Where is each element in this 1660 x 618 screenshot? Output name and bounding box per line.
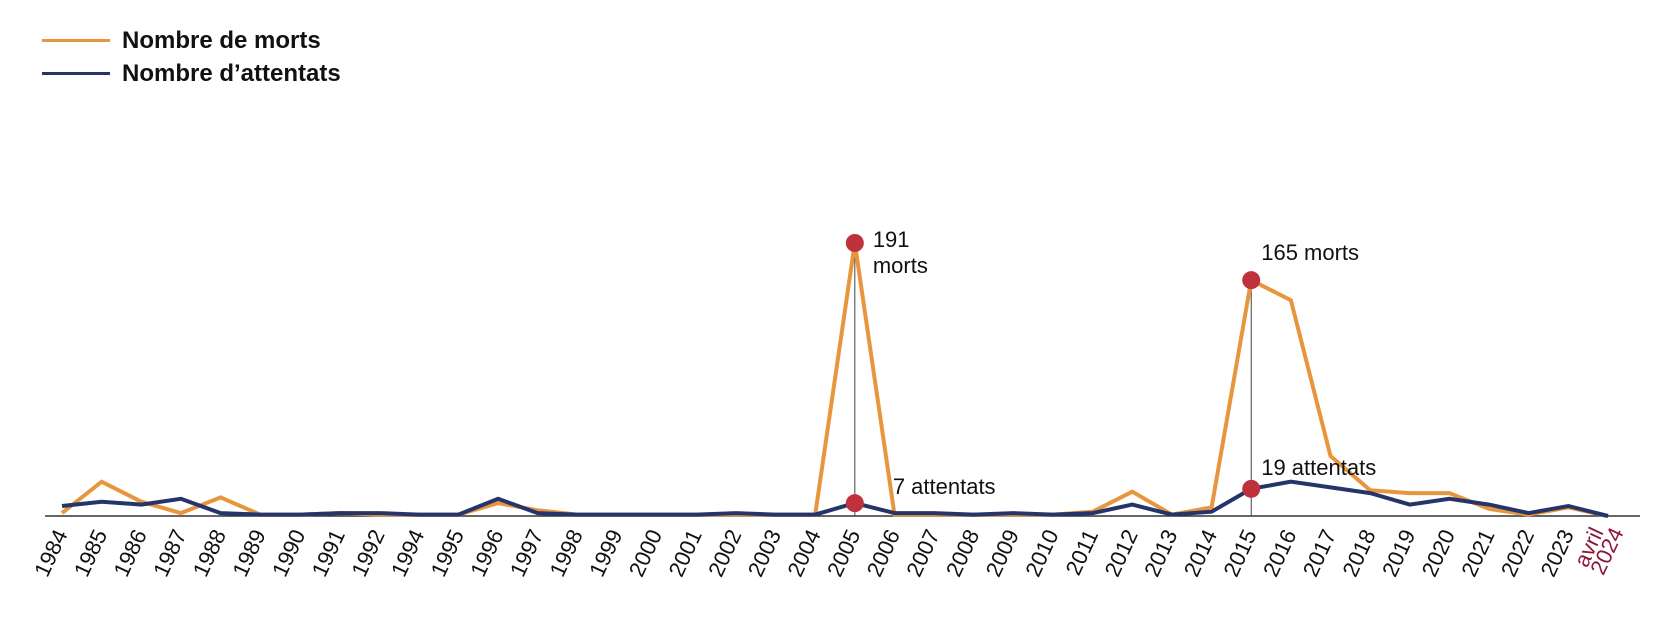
x-tick-label-1996: 1996 xyxy=(465,526,508,581)
marker-attacks-2015 xyxy=(1242,479,1261,498)
x-tick-label-2011: 2011 xyxy=(1061,526,1104,579)
x-tick-label-1998: 1998 xyxy=(545,526,588,581)
x-tick-label-1985: 1985 xyxy=(69,526,112,581)
annotation-19-attentats-line: 19 attentats xyxy=(1261,455,1376,480)
x-tick-label-2007: 2007 xyxy=(901,526,944,581)
annotation-19-attentats: 19 attentats xyxy=(1261,455,1376,480)
x-tick-label-1988: 1988 xyxy=(188,526,231,581)
x-tick-label-1989: 1989 xyxy=(227,526,270,581)
x-tick-label-1991: 1991 xyxy=(307,526,350,581)
x-tick-label-2019: 2019 xyxy=(1377,526,1420,581)
x-tick-label-1995: 1995 xyxy=(426,526,469,581)
x-tick-label-2000: 2000 xyxy=(624,526,667,581)
x-tick-label-2004: 2004 xyxy=(782,526,825,581)
x-tick-label-2020: 2020 xyxy=(1417,526,1460,581)
x-tick-label-2021: 2021 xyxy=(1456,526,1499,581)
x-tick-label-1997: 1997 xyxy=(505,526,548,581)
x-tick-label-2005: 2005 xyxy=(822,526,865,581)
annotation-191-morts-line: 191 xyxy=(873,227,910,252)
legend-item-attacks: Nombre d’attentats xyxy=(42,57,341,90)
annotation-165-morts-line: 165 morts xyxy=(1261,240,1359,265)
legend-item-deaths: Nombre de morts xyxy=(42,24,341,57)
x-tick-label-2016: 2016 xyxy=(1258,526,1301,581)
x-tick-label-1986: 1986 xyxy=(108,526,151,581)
legend-label-attacks: Nombre d’attentats xyxy=(122,59,341,87)
x-tick-label-1992: 1992 xyxy=(346,526,389,581)
x-tick-label-2022: 2022 xyxy=(1496,526,1539,581)
x-tick-label-1984: 1984 xyxy=(29,526,72,581)
x-tick-label-2014: 2014 xyxy=(1179,526,1222,581)
annotation-191-morts-line: morts xyxy=(873,253,928,278)
legend-label-deaths: Nombre de morts xyxy=(122,26,321,54)
legend: Nombre de morts Nombre d’attentats xyxy=(42,24,341,90)
x-tick-label-1999: 1999 xyxy=(584,526,627,581)
annotation-165-morts: 165 morts xyxy=(1261,240,1359,265)
x-tick-label-2018: 2018 xyxy=(1337,526,1380,581)
legend-swatch-deaths xyxy=(42,39,110,42)
x-tick-label-2009: 2009 xyxy=(981,526,1024,581)
marker-attacks-2004 xyxy=(845,494,864,513)
annotation-7-attentats: 7 attentats xyxy=(893,474,996,499)
x-tick-label-1994: 1994 xyxy=(386,526,429,581)
x-tick-label-2008: 2008 xyxy=(941,526,984,581)
marker-deaths-2004 xyxy=(845,234,864,252)
x-tick-label-1987: 1987 xyxy=(148,526,191,581)
x-tick-label-2015: 2015 xyxy=(1218,526,1261,581)
x-tick-label-1990: 1990 xyxy=(267,526,310,581)
x-tick-label-2003: 2003 xyxy=(743,526,786,581)
annotation-7-attentats-line: 7 attentats xyxy=(893,474,996,499)
marker-deaths-2015 xyxy=(1242,271,1261,290)
x-tick-label-2013: 2013 xyxy=(1139,526,1182,581)
legend-swatch-attacks xyxy=(42,72,110,75)
x-tick-label-2012: 2012 xyxy=(1099,526,1142,581)
x-tick-label-2001: 2001 xyxy=(663,526,706,581)
annotation-191-morts: 191 morts xyxy=(873,227,928,278)
x-tick-label-2006: 2006 xyxy=(862,526,905,581)
x-tick-label-2002: 2002 xyxy=(703,526,746,581)
x-tick-label-2010: 2010 xyxy=(1020,526,1063,581)
x-tick-label-2017: 2017 xyxy=(1298,526,1341,581)
series-line-attacks xyxy=(61,479,1609,518)
